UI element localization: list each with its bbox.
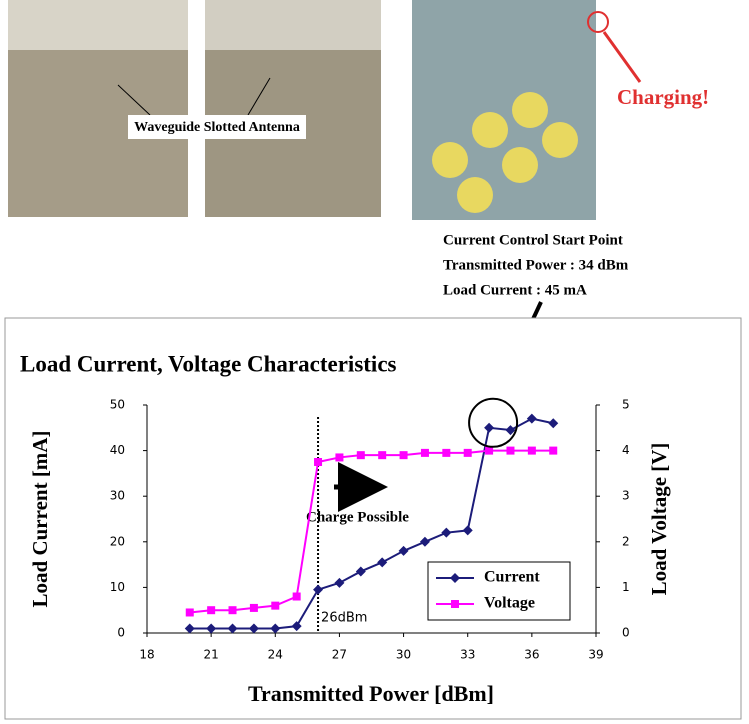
y-axis-label: Load Current [mA]: [28, 431, 52, 608]
y2-tick-label: 5: [622, 398, 630, 412]
x-tick-label: 24: [268, 648, 283, 662]
point: [528, 447, 536, 455]
y2-tick-label: 0: [622, 626, 630, 640]
y2-tick-label: 1: [622, 580, 630, 594]
legend-label: Voltage: [484, 595, 535, 612]
x-tick-label: 27: [332, 648, 347, 662]
y-tick-label: 50: [110, 398, 125, 412]
y-tick-label: 10: [110, 580, 125, 594]
point: [485, 447, 493, 455]
annotation: Transmitted Power : 34 dBm: [443, 257, 629, 273]
point: [400, 451, 408, 459]
point: [506, 447, 514, 455]
figure: Waveguide Slotted Antenna Charging! Curr…: [0, 0, 749, 724]
x-tick-label: 36: [524, 648, 539, 662]
y-tick-label: 40: [110, 443, 125, 457]
point: [186, 608, 194, 616]
y2-tick-label: 4: [622, 443, 630, 457]
photo-ceiling: [205, 0, 381, 50]
x-tick-label: 30: [396, 648, 411, 662]
y-tick-label: 0: [117, 626, 125, 640]
point: [229, 606, 237, 614]
point: [421, 449, 429, 457]
y2-axis-label: Load Voltage [V]: [647, 443, 671, 596]
chart-title: Load Current, Voltage Characteristics: [20, 351, 397, 376]
point: [271, 602, 279, 610]
annotation: Load Current : 45 mA: [443, 282, 587, 298]
point: [335, 453, 343, 461]
point: [442, 449, 450, 457]
region-label: Charge Possible: [306, 509, 409, 525]
charging-label: Charging!: [617, 85, 709, 109]
point: [293, 593, 301, 601]
x-axis-label: Transmitted Power [dBm]: [248, 681, 494, 706]
y2-tick-label: 2: [622, 534, 630, 548]
photo-ceiling: [8, 0, 188, 50]
point: [378, 451, 386, 459]
photo-charging: [412, 0, 596, 220]
vline-label: 26dBm: [321, 611, 367, 626]
y-tick-label: 30: [110, 489, 125, 503]
x-tick-label: 39: [588, 648, 603, 662]
pointer: [604, 32, 640, 82]
y2-tick-label: 3: [622, 489, 630, 503]
point: [314, 458, 322, 466]
x-tick-label: 18: [139, 648, 154, 662]
x-tick-label: 33: [460, 648, 475, 662]
point: [357, 451, 365, 459]
legend-label: Current: [484, 569, 540, 586]
point: [549, 447, 557, 455]
point: [464, 449, 472, 457]
x-tick-label: 21: [204, 648, 219, 662]
antenna-label: Waveguide Slotted Antenna: [134, 120, 300, 135]
legend-marker: [451, 600, 459, 608]
point: [207, 606, 215, 614]
annotation: Current Control Start Point: [443, 232, 623, 248]
y-tick-label: 20: [110, 534, 125, 548]
point: [250, 604, 258, 612]
